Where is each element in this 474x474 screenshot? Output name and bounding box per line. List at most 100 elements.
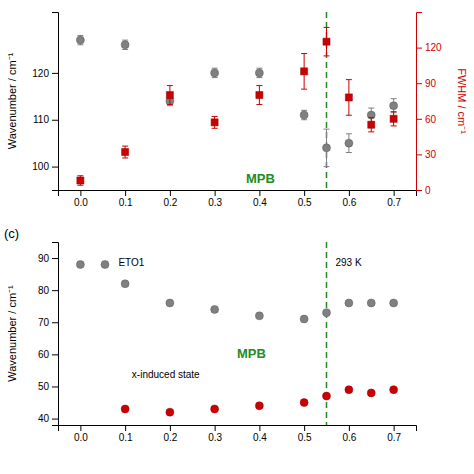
point bbox=[367, 299, 375, 307]
error-bar bbox=[256, 68, 262, 77]
point bbox=[345, 386, 353, 394]
key-marker bbox=[101, 260, 109, 268]
tick: 90 bbox=[38, 253, 58, 264]
point bbox=[255, 312, 263, 320]
tick-label: 90 bbox=[425, 78, 437, 89]
y-axis-title: Wavenumber / cm⁻¹ bbox=[6, 285, 18, 382]
tick: 0.5 bbox=[298, 425, 312, 443]
axis-line bbox=[52, 13, 59, 191]
tick: 0.0 bbox=[74, 425, 88, 443]
error-bar bbox=[256, 86, 262, 105]
point bbox=[390, 115, 397, 122]
tick-label: 0.2 bbox=[163, 432, 177, 443]
point bbox=[211, 119, 218, 126]
tick: 100 bbox=[32, 161, 58, 172]
y-axis: 405060708090 bbox=[38, 243, 59, 426]
tick: 0.0 bbox=[74, 190, 88, 208]
tick-label: 0.4 bbox=[253, 197, 267, 208]
error-bar bbox=[212, 116, 218, 128]
tick-label: 0.1 bbox=[119, 432, 133, 443]
point bbox=[211, 305, 219, 313]
point bbox=[76, 260, 84, 268]
tick: 80 bbox=[38, 285, 58, 296]
tick-label: 0.6 bbox=[342, 432, 356, 443]
error-bar bbox=[391, 99, 397, 113]
point bbox=[256, 92, 263, 99]
tick-mark bbox=[52, 322, 58, 323]
series bbox=[76, 260, 397, 323]
tick: 40 bbox=[38, 413, 58, 424]
series bbox=[76, 35, 397, 166]
tick: 0.7 bbox=[387, 190, 401, 208]
tick: 120 bbox=[32, 68, 58, 79]
point bbox=[323, 144, 331, 152]
tick-label: 0.5 bbox=[298, 197, 312, 208]
error-bar bbox=[77, 35, 83, 44]
tick-label: 80 bbox=[38, 285, 50, 296]
annotation: MPB bbox=[237, 346, 266, 361]
point bbox=[301, 68, 308, 75]
point bbox=[323, 392, 331, 400]
tick-label: 90 bbox=[38, 253, 50, 264]
point bbox=[211, 69, 219, 77]
error-bar bbox=[167, 86, 173, 105]
panel-label: (c) bbox=[4, 226, 19, 241]
tick-mark bbox=[52, 120, 58, 121]
tick-label: 0.2 bbox=[163, 197, 177, 208]
annotation: ETO1 bbox=[118, 257, 144, 268]
x-axis: 0.00.10.20.30.40.50.60.7 bbox=[59, 425, 417, 443]
tick: 0.2 bbox=[163, 190, 177, 208]
tick-mark bbox=[125, 425, 126, 431]
point bbox=[211, 405, 219, 413]
tick-label: 70 bbox=[38, 317, 50, 328]
point bbox=[345, 139, 353, 147]
point bbox=[255, 69, 263, 77]
tick-label: 0.5 bbox=[298, 432, 312, 443]
y-axis: 100110120 bbox=[32, 13, 58, 191]
point bbox=[300, 315, 308, 323]
tick: 90 bbox=[416, 78, 437, 89]
tick: 0.6 bbox=[342, 425, 356, 443]
tick: 0.5 bbox=[298, 190, 312, 208]
tick-label: 120 bbox=[32, 68, 49, 79]
tick-mark bbox=[215, 425, 216, 431]
tick: 120 bbox=[416, 42, 442, 53]
point bbox=[166, 92, 173, 99]
tick-mark bbox=[416, 154, 422, 155]
error-bar bbox=[391, 112, 397, 126]
tick-mark bbox=[52, 290, 58, 291]
point bbox=[121, 41, 129, 49]
panel: 0.00.10.20.30.40.50.60.7405060708090Wave… bbox=[6, 242, 417, 443]
tick: 30 bbox=[416, 149, 437, 160]
figure: 0.00.10.20.30.40.50.60.71001101200306090… bbox=[0, 0, 474, 474]
point bbox=[166, 408, 174, 416]
point bbox=[345, 299, 353, 307]
tick-mark bbox=[170, 425, 171, 431]
tick-mark bbox=[349, 425, 350, 431]
tick-label: 0.0 bbox=[74, 432, 88, 443]
series bbox=[121, 386, 397, 416]
point bbox=[122, 148, 129, 155]
axis-line bbox=[417, 13, 423, 191]
tick-mark bbox=[259, 190, 260, 196]
tick-label: 40 bbox=[38, 413, 50, 424]
y2-axis: 0306090120 bbox=[416, 13, 442, 196]
tick-mark bbox=[52, 419, 58, 420]
tick-mark bbox=[215, 190, 216, 196]
tick: 0.4 bbox=[253, 190, 267, 208]
panel: 0.00.10.20.30.40.50.60.71001101200306090… bbox=[6, 12, 468, 208]
error-bar bbox=[346, 80, 352, 116]
error-bar bbox=[122, 40, 128, 49]
tick-mark bbox=[394, 425, 395, 431]
tick-mark bbox=[259, 425, 260, 431]
tick: 0.2 bbox=[163, 425, 177, 443]
tick-mark bbox=[52, 258, 58, 259]
tick-label: 100 bbox=[32, 161, 49, 172]
tick-label: 0.3 bbox=[208, 432, 222, 443]
point bbox=[390, 102, 398, 110]
tick-label: 60 bbox=[38, 349, 50, 360]
point bbox=[367, 389, 375, 397]
tick-mark bbox=[416, 119, 422, 120]
error-bar bbox=[122, 146, 128, 158]
point bbox=[121, 280, 129, 288]
